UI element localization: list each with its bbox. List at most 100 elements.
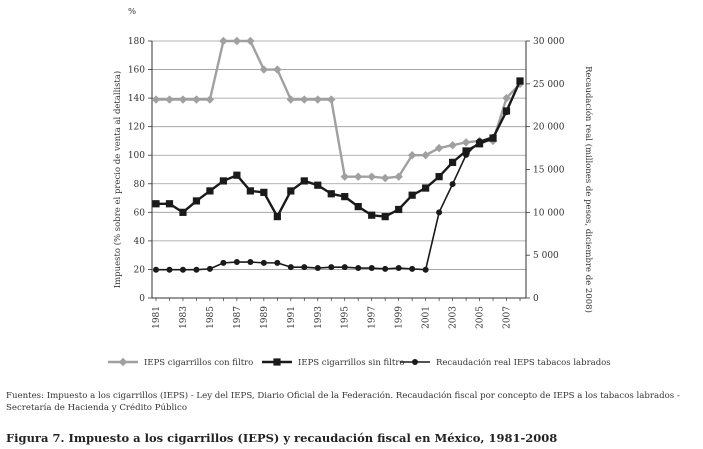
x-tick-label: 2001	[422, 306, 432, 329]
left-tick-label: 40	[134, 237, 146, 247]
right-tick-label: 25 000	[533, 80, 565, 90]
point-square	[327, 190, 335, 198]
left-tick-label: 140	[128, 94, 145, 104]
point-square	[300, 177, 308, 185]
x-tick-label: 1981	[152, 306, 162, 329]
point-square	[354, 203, 362, 211]
point-circle	[328, 264, 335, 271]
point-circle	[412, 359, 418, 365]
point-diamond	[232, 36, 242, 46]
sources-note: Fuentes: Impuesto a los cigarrillos (IEP…	[6, 391, 680, 413]
point-diamond	[380, 173, 390, 183]
point-square	[408, 191, 416, 199]
legend-label: IEPS cigarrillos con filtro	[144, 358, 253, 368]
point-diamond	[502, 93, 511, 103]
point-circle	[274, 259, 281, 266]
axes	[148, 40, 530, 301]
left-y-tick-labels: 0 20 40 60 80 100 120 140 160 180	[128, 37, 145, 304]
point-diamond	[448, 141, 457, 150]
left-tick-label: 0	[139, 294, 145, 304]
point-circle	[355, 265, 362, 272]
right-tick-label: 5 000	[533, 251, 559, 261]
x-tick-label: 1997	[368, 306, 378, 329]
point-circle	[153, 266, 159, 273]
point-circle	[206, 265, 213, 272]
point-diamond	[434, 143, 444, 153]
point-diamond	[151, 95, 161, 104]
point-circle	[233, 259, 240, 266]
point-circle	[301, 264, 308, 271]
left-tick-label: 180	[128, 37, 145, 47]
legend-label: Recaudación real IEPS tabacos labrados	[436, 357, 611, 368]
x-tick-label: 2003	[449, 306, 459, 329]
series-line	[156, 39, 521, 180]
point-diamond	[286, 95, 296, 104]
x-tick-label: 2005	[476, 306, 486, 329]
point-circle	[166, 266, 173, 273]
point-square	[341, 193, 349, 201]
point-square	[206, 187, 214, 195]
point-circle	[476, 138, 483, 145]
point-circle	[490, 133, 497, 140]
left-tick-label: 120	[128, 123, 145, 133]
point-diamond	[205, 95, 215, 104]
right-tick-label: 20 000	[533, 123, 565, 133]
point-diamond	[300, 95, 309, 104]
point-square	[152, 200, 160, 208]
legend-item: Recaudación real IEPS tabacos labrados	[400, 357, 611, 368]
point-circle	[409, 265, 416, 272]
point-diamond	[340, 172, 349, 181]
figure-caption: Figura 7. Impuesto a los cigarrillos (IE…	[6, 431, 558, 445]
point-circle	[260, 259, 267, 266]
point-square	[192, 197, 201, 205]
x-tick-label: 2007	[503, 306, 513, 329]
x-tick-label: 1983	[179, 306, 189, 329]
point-diamond	[394, 172, 403, 181]
point-square	[435, 173, 443, 181]
right-tick-label: 0	[533, 294, 539, 304]
left-tick-label: 160	[128, 66, 145, 76]
point-square	[165, 200, 174, 208]
point-diamond	[327, 95, 336, 104]
point-square	[381, 213, 389, 221]
point-square	[233, 171, 241, 179]
point-circle	[179, 266, 186, 273]
point-diamond	[313, 95, 322, 104]
point-square	[287, 187, 295, 195]
point-diamond	[219, 36, 228, 46]
point-square	[422, 184, 430, 192]
point-circle	[220, 259, 227, 266]
point-circle	[287, 264, 294, 271]
left-tick-label: 60	[134, 208, 146, 218]
point-square	[395, 205, 403, 214]
right-tick-label: 30 000	[533, 37, 565, 47]
left-axis-title: Impuesto (% sobre el precio de venta al …	[112, 71, 123, 288]
point-circle	[193, 266, 200, 273]
point-square	[273, 213, 281, 221]
point-diamond	[259, 65, 269, 74]
point-square	[179, 208, 187, 216]
right-tick-label: 10 000	[533, 208, 565, 218]
point-diamond	[367, 172, 376, 181]
point-square	[246, 187, 254, 195]
point-diamond	[407, 151, 417, 160]
x-tick-labels: 1981 1983 1985 1987 1989 1991 1993 1995 1997 1999…	[152, 306, 513, 329]
legend-label: IEPS cigarrillos sin filtro	[298, 358, 405, 368]
point-circle	[436, 209, 443, 216]
point-circle	[395, 265, 402, 272]
left-tick-label: 20	[134, 265, 146, 275]
point-diamond	[273, 65, 282, 74]
legend-item: IEPS cigarrillos con filtro	[108, 357, 253, 368]
point-square	[448, 158, 457, 166]
point-diamond	[461, 138, 471, 147]
x-tick-label: 1989	[260, 306, 270, 329]
legend: IEPS cigarrillos con filtro IEPS cigarril…	[108, 357, 611, 368]
point-circle	[503, 109, 510, 116]
series-3	[153, 78, 523, 273]
point-circle	[463, 151, 470, 158]
point-circle	[247, 259, 254, 266]
point-square	[314, 181, 322, 189]
point-circle	[314, 265, 321, 272]
point-diamond	[421, 151, 430, 160]
point-square	[260, 188, 268, 196]
